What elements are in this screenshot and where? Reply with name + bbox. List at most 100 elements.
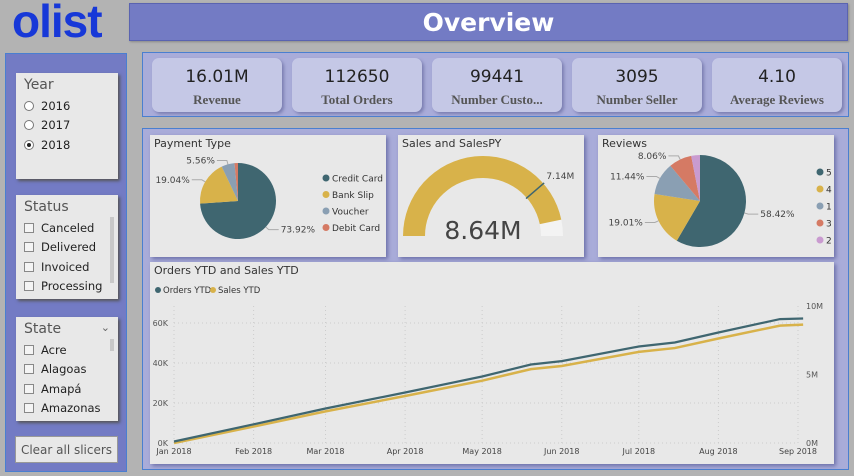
kpi-value: 112650 (324, 67, 390, 87)
clear-all-slicers-button[interactable]: Clear all slicers (15, 436, 118, 463)
kpi-card-total-orders: 112650 Total Orders (292, 58, 422, 112)
gauge-target-label: 7.14M (546, 172, 574, 182)
checkbox-icon[interactable] (24, 364, 34, 375)
legend-label: Bank Slip (332, 191, 374, 201)
series-line-orders-ytd (173, 317, 804, 443)
chart-title: Payment Type (154, 137, 231, 150)
payment-type-chart[interactable]: Payment Type 73.92% 19.04% 5.56% Credit Car… (150, 135, 386, 257)
pie-slice (670, 155, 700, 201)
line-chart-svg: Orders YTD Sales YTD 0K 20K 40K 60K 0M 5M 10M Jan… (153, 286, 824, 456)
sales-gauge-chart[interactable]: Sales and SalesPY 7.14M 8.64M (398, 135, 584, 257)
year-slicer: Year 2016 2017 2018 (16, 73, 118, 179)
kpi-value: 3095 (615, 67, 659, 87)
y-tick-label: 0K (158, 439, 169, 448)
state-option-amapa[interactable]: Amapá (24, 379, 110, 399)
label-leader (646, 176, 661, 179)
checkbox-icon[interactable] (24, 222, 34, 233)
label-leader (644, 220, 659, 224)
chart-title: Sales and SalesPY (402, 137, 502, 150)
legend-label: 3 (826, 220, 832, 230)
legend-label: 5 (826, 169, 832, 179)
x-tick-label: May 2018 (462, 447, 501, 456)
label-leader (744, 212, 759, 215)
option-label: Alagoas (41, 362, 87, 377)
gauge-fill (403, 155, 562, 236)
status-slicer-title: Status (24, 199, 69, 215)
y-tick-label: 20K (153, 399, 169, 408)
label-leader (191, 179, 206, 183)
checkbox-icon[interactable] (24, 261, 34, 272)
legend-label: Debit Card (332, 224, 380, 234)
checkbox-icon[interactable] (24, 344, 34, 355)
chevron-down-icon[interactable]: ⌄ (100, 321, 110, 334)
series-line-sales-ytd (173, 323, 804, 445)
page-title: Overview (129, 3, 848, 41)
checkbox-icon[interactable] (24, 403, 34, 414)
kpi-label: Number Seller (596, 92, 678, 107)
legend-marker (322, 191, 330, 198)
kpi-card-average-reviews: 4.10 Average Reviews (712, 58, 842, 112)
option-label: Processing (41, 279, 103, 294)
kpi-value: 16.01M (185, 67, 249, 87)
y-tick-label: 60K (153, 319, 169, 328)
chart-title: Reviews (602, 137, 647, 150)
status-slicer: Status Canceled Delivered Invoiced Proce… (16, 195, 118, 299)
state-option-alagoas[interactable]: Alagoas (24, 360, 110, 380)
state-scrollbar[interactable] (110, 339, 114, 351)
state-slicer-title: State (24, 321, 62, 337)
year-slicer-title: Year (24, 77, 54, 93)
legend-marker (816, 219, 824, 227)
reviews-chart[interactable]: Reviews 58.42% 19.01% 11.44% 8.06% 5 4 1 3 2 (598, 135, 834, 257)
status-option-processing[interactable]: Processing (24, 277, 110, 297)
y2-tick-label: 5M (806, 371, 818, 380)
status-option-invoiced[interactable]: Invoiced (24, 257, 110, 277)
kpi-card-number-seller: 3095 Number Seller (572, 58, 702, 112)
option-label: 2017 (41, 118, 71, 133)
label-leader (216, 159, 229, 165)
status-option-canceled[interactable]: Canceled (24, 218, 110, 238)
option-label: Canceled (41, 220, 95, 235)
x-tick-label: Aug 2018 (699, 447, 738, 456)
kpi-value: 99441 (469, 67, 525, 87)
orders-sales-ytd-chart[interactable]: Orders YTD and Sales YTD Orders YTD Sales… (150, 262, 834, 464)
legend-marker (155, 287, 161, 293)
legend-marker (816, 185, 824, 193)
olist-logo: olist (12, 0, 103, 47)
kpi-label: Number Custo... (451, 92, 543, 107)
legend-label: 2 (826, 237, 832, 247)
status-option-delivered[interactable]: Delivered (24, 238, 110, 258)
gauge-target-marker (525, 182, 545, 200)
kpi-label: Average Reviews (730, 92, 824, 107)
reviews-pie-svg: 58.42% 19.01% 11.44% 8.06% 5 4 1 3 2 (609, 152, 832, 248)
option-label: Amazonas (41, 401, 101, 416)
gauge-svg: 7.14M 8.64M (403, 155, 574, 245)
label-leader (265, 226, 279, 231)
state-option-acre[interactable]: Acre (24, 340, 110, 360)
state-option-amazonas[interactable]: Amazonas (24, 399, 110, 419)
year-option-2016[interactable]: 2016 (24, 96, 110, 116)
legend-label: 1 (826, 203, 832, 213)
year-option-2017[interactable]: 2017 (24, 116, 110, 136)
radio-selected-icon[interactable] (24, 139, 34, 150)
checkbox-icon[interactable] (24, 383, 34, 394)
year-option-2018[interactable]: 2018 (24, 135, 110, 155)
legend-marker (816, 236, 824, 244)
kpi-label: Revenue (193, 92, 241, 107)
kpi-card-number-customers: 99441 Number Custo... (432, 58, 562, 112)
pie-slice (234, 163, 238, 201)
option-label: 2016 (41, 98, 71, 113)
pie-slice (691, 155, 700, 201)
radio-icon[interactable] (24, 120, 34, 131)
checkbox-icon[interactable] (24, 281, 34, 292)
radio-icon[interactable] (24, 100, 34, 111)
pie-slice (221, 163, 238, 201)
pie-slice (200, 163, 276, 239)
status-scrollbar[interactable] (110, 217, 114, 283)
option-label: 2018 (41, 137, 71, 152)
y2-tick-label: 0M (806, 439, 818, 448)
x-tick-label: Jul 2018 (622, 447, 656, 456)
legend-marker (210, 287, 216, 293)
kpi-card-revenue: 16.01M Revenue (152, 58, 282, 112)
checkbox-icon[interactable] (24, 242, 34, 253)
data-label: 58.42% (760, 210, 795, 220)
